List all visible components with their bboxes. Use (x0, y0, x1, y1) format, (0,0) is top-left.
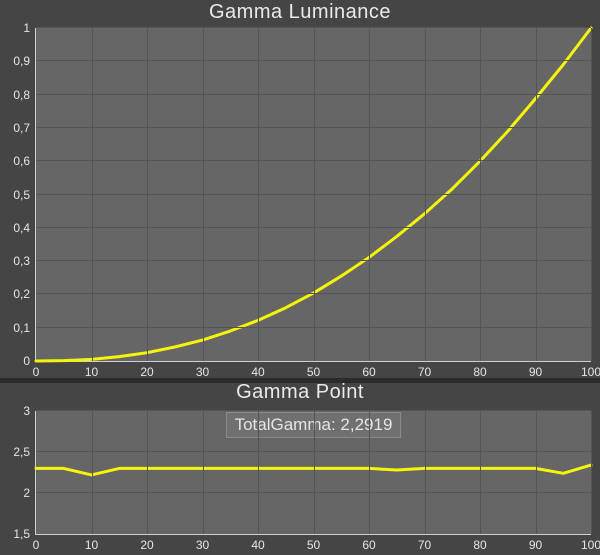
y-tick-label: 0,5 (13, 188, 30, 202)
y-tick-label: 1 (23, 21, 30, 35)
y-tick-label: 1,5 (13, 527, 30, 541)
grid-line-v (369, 28, 370, 361)
y-tick-label: 0,1 (13, 321, 30, 335)
y-tick-label: 0,6 (13, 154, 30, 168)
x-tick-label: 10 (85, 538, 98, 552)
grid-line-v (425, 28, 426, 361)
y-tick-label: 0,4 (13, 221, 30, 235)
y-tick-label: 0,2 (13, 287, 30, 301)
y-tick-label: 0,7 (13, 121, 30, 135)
grid-line-v (591, 28, 592, 361)
y-tick-label: 3 (23, 404, 30, 418)
x-tick-label: 60 (362, 365, 375, 379)
grid-line-v (369, 411, 370, 534)
plot-area: TotalGamma: 2,2919 1,522,530102030405060… (35, 411, 591, 535)
grid-line-v (480, 411, 481, 534)
x-tick-label: 50 (307, 538, 320, 552)
x-tick-label: 20 (140, 365, 153, 379)
chart-title: Gamma Point (0, 381, 600, 404)
x-tick-label: 90 (529, 538, 542, 552)
grid-line-v (147, 411, 148, 534)
grid-line-v (591, 411, 592, 534)
x-tick-label: 20 (140, 538, 153, 552)
x-tick-label: 0 (33, 365, 40, 379)
x-tick-label: 90 (529, 365, 542, 379)
grid-line-v (536, 411, 537, 534)
x-tick-label: 80 (473, 538, 486, 552)
grid-line-v (480, 28, 481, 361)
y-tick-label: 0,3 (13, 254, 30, 268)
x-tick-label: 100 (581, 538, 600, 552)
x-tick-label: 80 (473, 365, 486, 379)
chart-title: Gamma Luminance (0, 1, 600, 24)
grid-line-v (203, 28, 204, 361)
grid-line-v (314, 28, 315, 361)
y-tick-label: 2 (23, 486, 30, 500)
grid-line-v (92, 28, 93, 361)
grid-line-v (425, 411, 426, 534)
x-tick-label: 30 (196, 365, 209, 379)
x-tick-label: 0 (33, 538, 40, 552)
grid-line-v (203, 411, 204, 534)
grid-line-v (314, 411, 315, 534)
x-tick-label: 30 (196, 538, 209, 552)
y-tick-label: 2,5 (13, 445, 30, 459)
x-tick-label: 60 (362, 538, 375, 552)
x-tick-label: 70 (418, 538, 431, 552)
x-tick-label: 50 (307, 365, 320, 379)
grid-line-v (258, 411, 259, 534)
plot-area: 00,10,20,30,40,50,60,70,80,9101020304050… (35, 28, 591, 362)
x-tick-label: 40 (251, 365, 264, 379)
y-tick-label: 0,9 (13, 54, 30, 68)
y-tick-label: 0,8 (13, 88, 30, 102)
grid-line-v (258, 28, 259, 361)
x-tick-label: 10 (85, 365, 98, 379)
grid-line-v (147, 28, 148, 361)
grid-line-v (92, 411, 93, 534)
y-tick-label: 0 (23, 354, 30, 368)
x-tick-label: 40 (251, 538, 264, 552)
x-tick-label: 70 (418, 365, 431, 379)
x-tick-label: 100 (581, 365, 600, 379)
grid-line-v (536, 28, 537, 361)
